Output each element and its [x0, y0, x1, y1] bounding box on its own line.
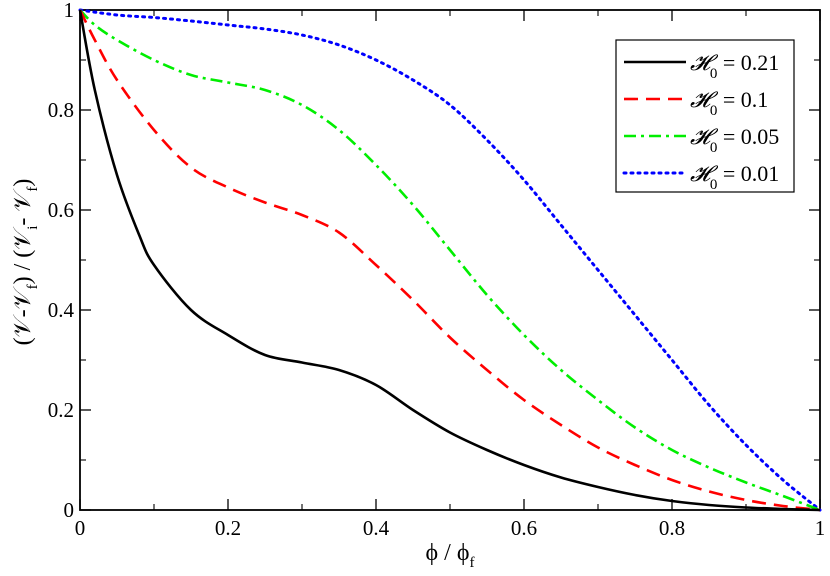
x-tick-label: 1 [815, 516, 826, 540]
series-layer [78, 8, 822, 512]
series-line-0-1 [78, 9, 821, 512]
y-axis-label: (𝒱-𝒱f) / (𝒱i- 𝒱f) [10, 179, 41, 346]
x-tick-label: 0 [75, 516, 86, 540]
y-tick-label: 0.8 [48, 98, 74, 122]
x-tick-label: 0.2 [215, 516, 241, 540]
y-tick-label: 0 [64, 498, 75, 522]
series-line-0-21 [78, 9, 821, 512]
x-axis-label: ϕ / ϕf [426, 540, 475, 571]
series-line-0-05 [79, 9, 821, 512]
axis-ticks: 0 0.2 0.4 0.6 0.8 1 0 0.2 0.4 0.6 0.8 1 [48, 0, 826, 540]
legend-label: 𝓗0 = 0.21 [690, 50, 779, 82]
x-tick-label: 0.8 [659, 516, 685, 540]
series-line-0-01 [78, 8, 822, 512]
x-tick-label: 0.4 [363, 516, 390, 540]
x-tick-label: 0.6 [511, 516, 537, 540]
y-tick-label: 0.4 [48, 298, 75, 322]
y-tick-label: 1 [64, 0, 75, 22]
legend-box [615, 39, 795, 193]
y-tick-label: 0.6 [48, 198, 74, 222]
y-tick-label: 0.2 [48, 398, 74, 422]
